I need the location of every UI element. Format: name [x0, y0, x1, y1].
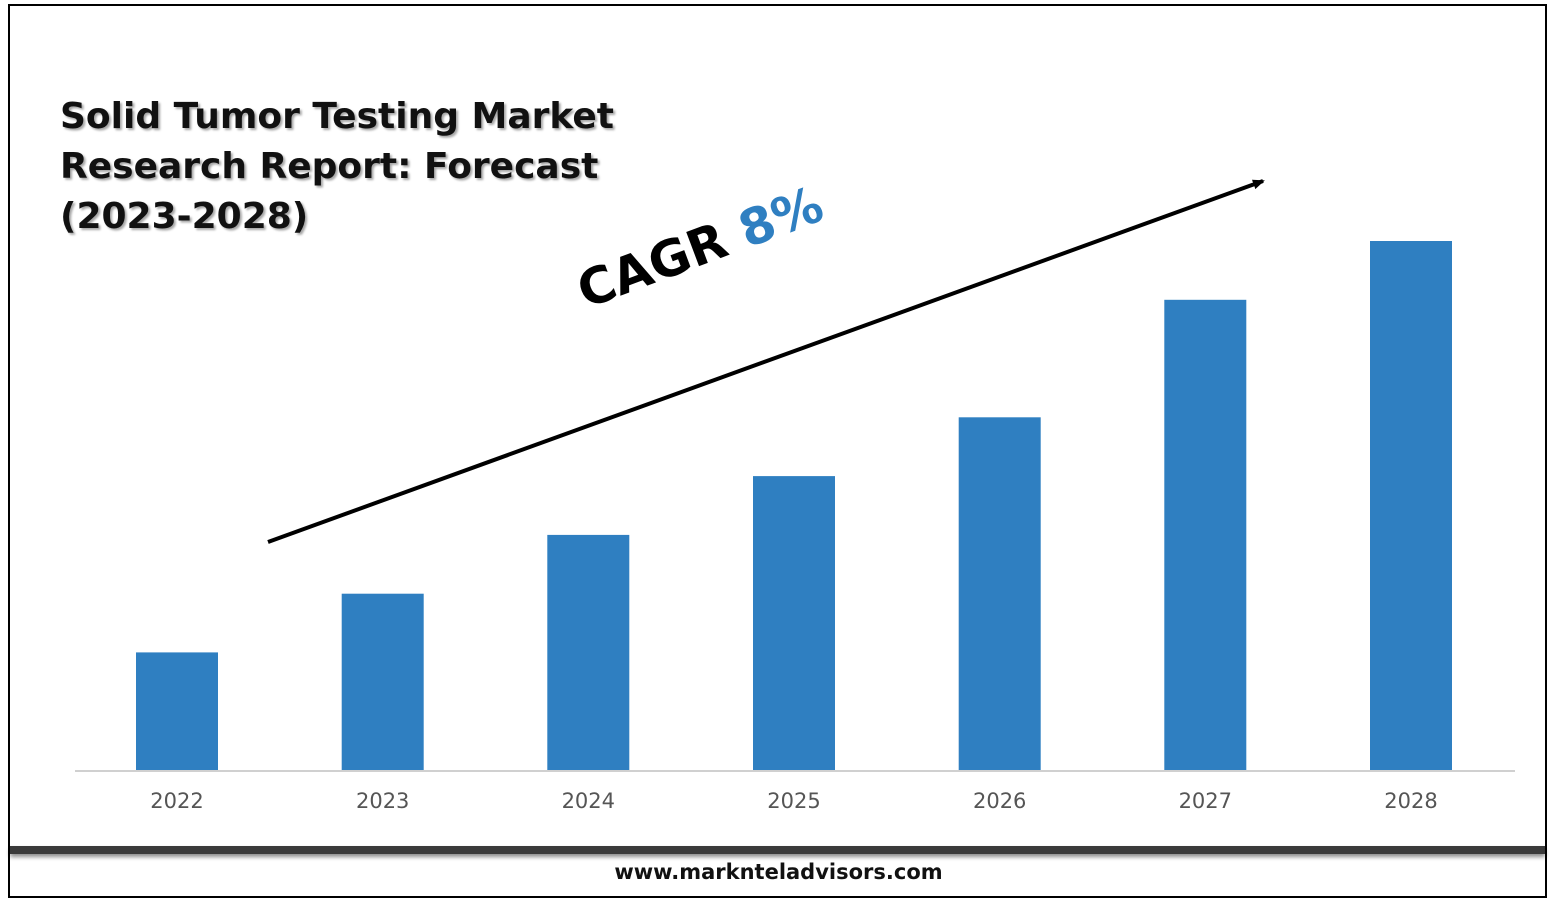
bar-2022	[136, 652, 218, 770]
bar-2026	[958, 417, 1041, 770]
x-tick-label-2028: 2028	[1384, 789, 1437, 813]
bar-2023	[341, 593, 424, 770]
x-axis-ticks: 2022 2023 2024 2025 2026 2027 2028	[150, 789, 1437, 813]
bar-2028	[1370, 241, 1452, 770]
x-tick-label-2025: 2025	[767, 789, 820, 813]
bar-2024	[547, 534, 630, 770]
x-tick-label-2022: 2022	[150, 789, 203, 813]
footer-divider	[10, 846, 1545, 854]
trend-arrow	[267, 179, 1265, 544]
x-tick-label-2026: 2026	[973, 789, 1026, 813]
x-tick-label-2024: 2024	[562, 789, 615, 813]
chart-title: Solid Tumor Testing Market Research Repo…	[60, 96, 614, 237]
footer-website-link[interactable]: www.marknteladvisors.com	[614, 860, 943, 884]
bar-2027	[1164, 299, 1247, 770]
x-tick-label-2023: 2023	[356, 789, 409, 813]
bar-series	[136, 241, 1452, 770]
x-tick-label-2027: 2027	[1179, 789, 1232, 813]
bar-2025	[753, 476, 835, 770]
